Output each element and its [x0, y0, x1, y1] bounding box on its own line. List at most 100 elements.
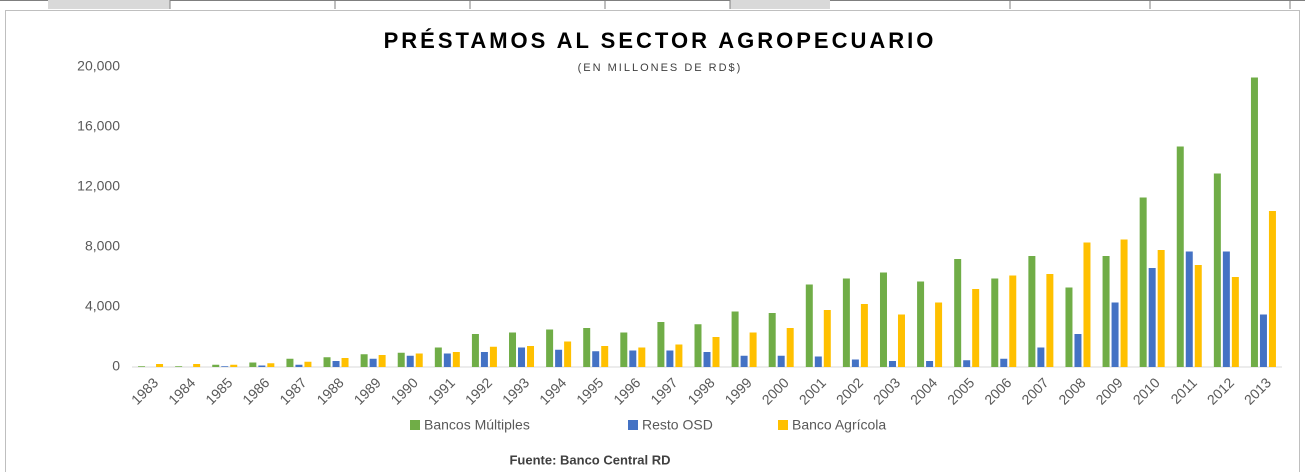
bar: [295, 364, 303, 367]
bar: [749, 332, 757, 367]
bar: [304, 361, 312, 367]
bar: [369, 358, 377, 367]
bar: [731, 311, 739, 367]
legend-label: Resto OSD: [642, 417, 713, 433]
y-tick-label: 8,000: [85, 238, 120, 254]
bar: [175, 366, 183, 367]
bar: [1046, 274, 1054, 367]
bar: [138, 366, 146, 367]
bar: [629, 350, 637, 367]
bar: [1259, 314, 1267, 367]
bar: [1009, 275, 1017, 367]
bar: [267, 363, 275, 367]
bar: [638, 347, 646, 367]
y-tick-label: 12,000: [77, 178, 120, 194]
bar: [1065, 287, 1073, 367]
spreadsheet-strip: [0, 0, 1305, 9]
bar: [564, 341, 572, 367]
bar: [879, 272, 887, 367]
bar: [1120, 239, 1128, 367]
bar: [1231, 277, 1239, 367]
bar: [1268, 211, 1276, 367]
bar: [1176, 146, 1184, 367]
bar: [443, 353, 451, 367]
bar: [1157, 250, 1165, 367]
legend-label: Banco Agrícola: [792, 417, 886, 433]
bar: [703, 352, 711, 367]
bar: [777, 355, 785, 367]
bar: [1222, 251, 1230, 367]
bar: [666, 350, 674, 367]
bar: [814, 356, 822, 367]
bar: [991, 278, 999, 367]
bar: [768, 313, 776, 367]
bar: [1028, 256, 1036, 367]
bar: [694, 324, 702, 367]
bar: [1102, 256, 1110, 367]
bar: [1000, 358, 1008, 367]
bar: [805, 284, 813, 367]
y-tick-label: 16,000: [77, 118, 120, 134]
y-tick-label: 20,000: [77, 58, 120, 74]
bar: [1148, 268, 1156, 367]
bar: [1083, 242, 1091, 367]
bar: [415, 353, 423, 367]
bar: [1037, 347, 1045, 367]
bar: [1250, 77, 1258, 367]
bar: [592, 351, 600, 367]
bar: [1074, 334, 1082, 367]
bar: [842, 278, 850, 367]
bar: [972, 289, 980, 367]
bar: [601, 346, 609, 367]
bar: [823, 310, 831, 367]
bar: [258, 365, 266, 367]
bar: [1194, 265, 1202, 367]
bar: [286, 358, 294, 367]
bar: [434, 347, 442, 367]
y-tick-label: 4,000: [85, 298, 120, 314]
bar: [860, 304, 868, 367]
bar: [917, 281, 925, 367]
bar: [452, 352, 460, 367]
bar: [1139, 197, 1147, 367]
bar: [471, 334, 479, 367]
bar: [926, 361, 934, 367]
bar: [341, 358, 349, 367]
bar: [675, 344, 683, 367]
bar: [509, 332, 517, 367]
bar: [1111, 302, 1119, 367]
bar: [555, 349, 563, 367]
bar: [212, 364, 220, 367]
bar: [397, 352, 405, 367]
bar: [740, 355, 748, 367]
bar: [249, 362, 257, 367]
bar: [954, 259, 962, 367]
bar: [620, 332, 628, 367]
bar: [786, 328, 794, 367]
y-tick-label: 0: [112, 358, 120, 374]
bar: [546, 329, 554, 367]
chart-title: PRÉSTAMOS AL SECTOR AGROPECUARIO: [384, 28, 937, 53]
bar: [230, 364, 238, 367]
bar: [332, 361, 340, 367]
chart-subtitle: (EN MILLONES DE RD$): [578, 62, 743, 74]
bar: [851, 359, 859, 367]
bar: [888, 361, 896, 367]
bar: [378, 355, 386, 367]
bar: [1213, 173, 1221, 367]
bar: [1185, 251, 1193, 367]
bar: [518, 347, 526, 367]
bar: [712, 337, 720, 367]
bar: [406, 355, 414, 367]
bar: [323, 357, 331, 367]
bar: [583, 328, 591, 367]
legend-swatch: [628, 420, 638, 430]
bar: [156, 364, 164, 367]
bar: [193, 364, 201, 367]
source-note: Fuente: Banco Central RD: [509, 452, 670, 467]
bar: [360, 354, 368, 367]
bar: [935, 302, 943, 367]
bar: [527, 346, 535, 367]
